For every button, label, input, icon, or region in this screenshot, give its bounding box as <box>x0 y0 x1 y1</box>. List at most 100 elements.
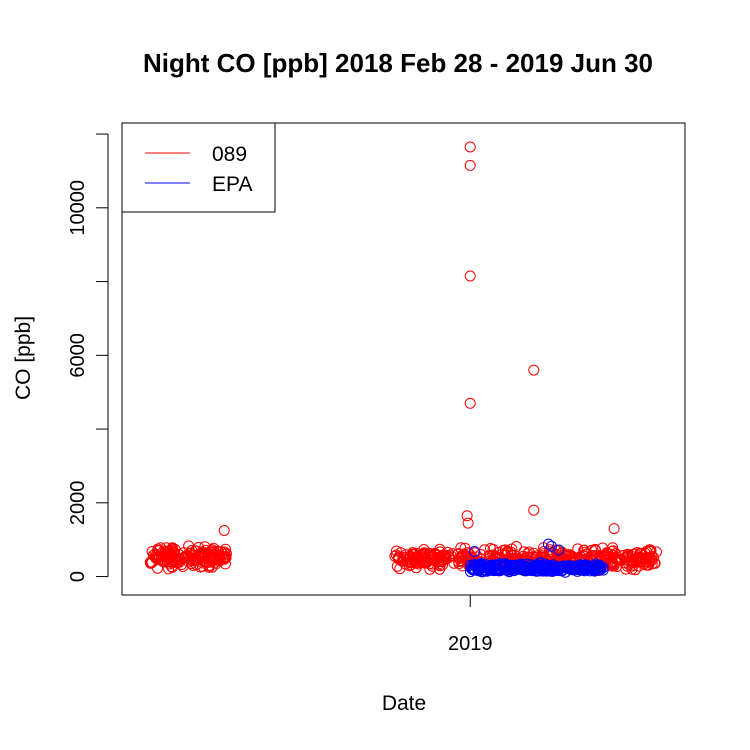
point-089 <box>405 557 417 569</box>
point-epa <box>525 562 537 574</box>
point-089 <box>462 517 474 529</box>
point-089 <box>456 555 468 567</box>
point-089 <box>412 550 424 562</box>
point-epa <box>490 559 502 571</box>
point-epa <box>489 565 500 577</box>
point-089 <box>601 547 613 559</box>
point-089 <box>609 556 621 568</box>
x-axis-label: Date <box>382 692 426 715</box>
point-089 <box>510 541 522 552</box>
point-epa <box>516 563 528 575</box>
point-epa <box>540 559 552 571</box>
point-089 <box>418 550 430 562</box>
point-089 <box>627 555 639 567</box>
point-089 <box>198 551 210 562</box>
point-089 <box>395 547 407 559</box>
point-089 <box>580 548 592 560</box>
point-089 <box>528 547 540 559</box>
point-089 <box>163 563 175 575</box>
point-epa <box>502 564 514 576</box>
point-089 <box>560 550 572 561</box>
point-epa <box>484 564 496 576</box>
point-089 <box>186 555 198 567</box>
point-089 <box>389 550 401 562</box>
x-axis: 2019 <box>448 595 493 655</box>
point-089 <box>649 557 661 569</box>
y-tick-label: 10000 <box>67 180 89 236</box>
data-points <box>144 141 662 578</box>
point-089 <box>217 553 229 565</box>
point-089 <box>617 550 629 561</box>
point-epa <box>503 565 515 577</box>
point-089 <box>155 542 167 554</box>
point-089 <box>497 545 509 556</box>
legend-box <box>121 122 276 213</box>
point-089 <box>464 159 476 171</box>
legend-label-epa: EPA <box>212 173 252 196</box>
point-089 <box>522 548 534 560</box>
point-epa <box>546 540 557 552</box>
point-089 <box>423 558 435 570</box>
x-tick-label: 2019 <box>448 633 493 655</box>
point-epa <box>471 559 483 571</box>
point-089 <box>461 510 473 522</box>
point-089 <box>418 544 430 555</box>
plot-frame <box>121 122 686 596</box>
point-089 <box>550 544 562 556</box>
point-epa <box>477 561 488 573</box>
point-089 <box>390 545 402 557</box>
point-089 <box>492 547 504 558</box>
point-epa <box>468 563 480 575</box>
point-089 <box>632 553 644 565</box>
point-epa <box>531 565 543 577</box>
point-089 <box>578 546 590 558</box>
legend-label-089: 089 <box>212 143 247 166</box>
point-089 <box>608 523 620 535</box>
point-089 <box>528 364 540 376</box>
point-089 <box>146 557 158 568</box>
point-089 <box>205 553 217 564</box>
point-089 <box>160 551 172 563</box>
y-axis-label: CO [ppb] <box>12 316 35 400</box>
point-epa <box>474 562 485 573</box>
point-089 <box>206 545 217 557</box>
point-epa <box>538 562 550 574</box>
point-089 <box>415 557 427 569</box>
point-epa <box>582 560 594 571</box>
point-089 <box>165 552 177 564</box>
point-089 <box>218 525 230 536</box>
point-089 <box>174 554 186 566</box>
point-089 <box>602 548 614 560</box>
point-089 <box>456 552 468 564</box>
y-axis: 0 2000 6000 10000 <box>67 133 109 582</box>
y-tick-label: 2000 <box>67 481 89 526</box>
point-epa <box>509 563 521 575</box>
point-epa <box>468 546 480 557</box>
point-089 <box>464 270 476 282</box>
point-089 <box>453 558 465 570</box>
point-089 <box>528 504 540 516</box>
point-epa <box>553 544 565 556</box>
point-089 <box>446 548 458 560</box>
point-089 <box>464 141 476 153</box>
point-089 <box>464 397 476 409</box>
legend: 089 EPA <box>121 122 276 213</box>
point-089 <box>212 545 224 557</box>
point-089 <box>642 556 654 568</box>
point-epa <box>550 564 562 576</box>
point-epa <box>563 563 575 575</box>
point-089 <box>646 550 658 562</box>
point-089 <box>197 550 209 562</box>
point-epa <box>491 563 503 575</box>
point-epa <box>594 563 606 575</box>
point-089 <box>619 557 630 569</box>
y-tick-label: 0 <box>67 571 89 582</box>
point-epa <box>572 564 584 575</box>
point-epa <box>506 563 518 575</box>
point-089 <box>434 560 446 572</box>
point-epa <box>552 562 564 574</box>
point-089 <box>187 560 199 571</box>
point-epa <box>542 538 554 550</box>
